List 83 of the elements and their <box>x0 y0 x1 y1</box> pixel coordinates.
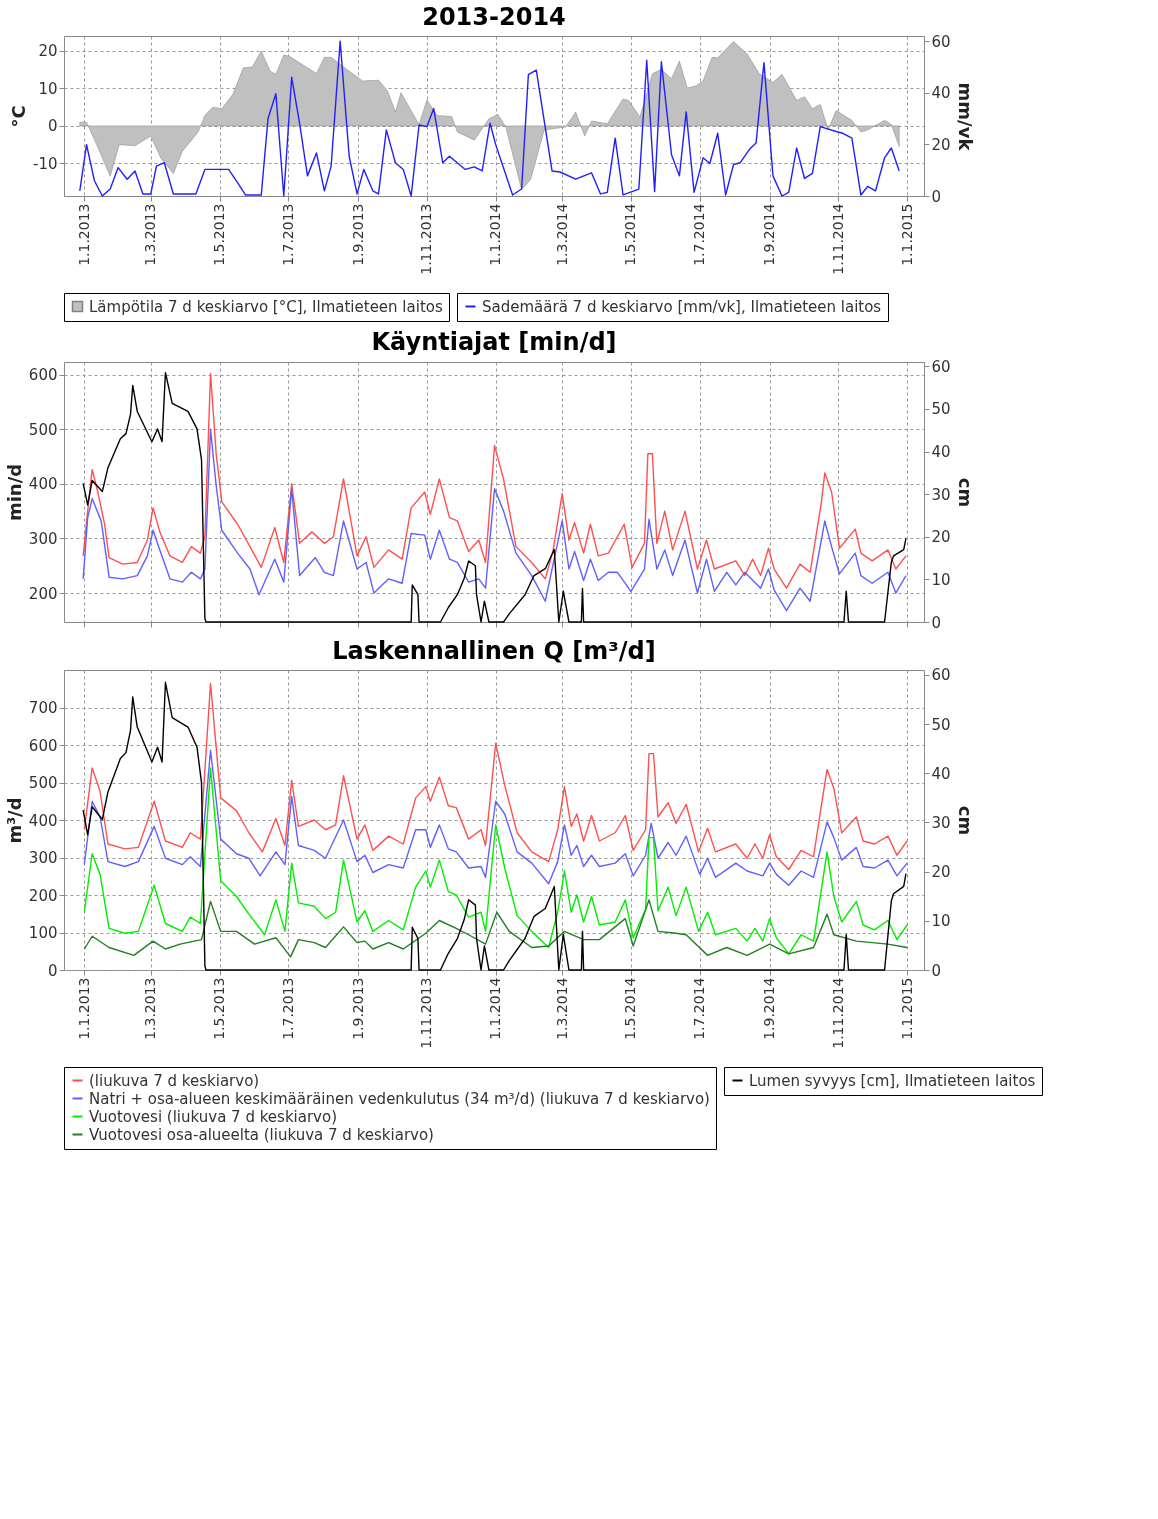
x-tick-label: 1.1.2014 <box>487 977 504 1040</box>
x-tick-label: 1.1.2013 <box>75 203 92 266</box>
y2-axis-title: cm <box>954 805 976 836</box>
x-tick-label: 1.7.2013 <box>279 203 296 266</box>
y-tick-label: 20 <box>38 42 58 61</box>
y2-tick-label: 60 <box>931 32 951 51</box>
y2-tick-label: 50 <box>931 400 951 419</box>
y2-tick-label: 0 <box>931 961 942 980</box>
chart-title: 2013-2014 <box>422 3 566 32</box>
x-tick-label: 1.9.2013 <box>349 203 366 266</box>
y2-tick-label: 60 <box>931 666 951 685</box>
y2-tick-label: 10 <box>931 570 951 589</box>
y-tick-label: 100 <box>28 924 58 942</box>
legend-label: Vuotovesi osa-alueelta (liukuva 7 d keskiarvo) <box>89 1125 434 1144</box>
x-tick-label: 1.5.2014 <box>622 203 639 266</box>
x-tick-label: 1.5.2013 <box>211 203 228 266</box>
x-tick-label: 1.1.2015 <box>898 977 915 1040</box>
x-tick-label: 1.3.2014 <box>553 203 570 266</box>
y2-tick-label: 20 <box>931 135 951 154</box>
y-tick-label: 600 <box>28 736 58 755</box>
y2-tick-label: 50 <box>931 715 951 734</box>
x-tick-label: 1.9.2013 <box>349 977 366 1040</box>
x-tick-label: 1.3.2013 <box>142 203 159 266</box>
y-tick-label: 400 <box>28 475 58 494</box>
x-tick-label: 1.1.2014 <box>487 203 504 266</box>
y2-tick-label: 20 <box>931 863 951 882</box>
y-tick-label: 0 <box>47 117 58 136</box>
legend-label: Vuotovesi (liukuva 7 d keskiarvo) <box>89 1107 338 1126</box>
y2-tick-label: 40 <box>931 84 951 103</box>
y-axis-title: m³/d <box>3 797 25 844</box>
y-axis-title: °C <box>8 105 29 128</box>
x-tick-label: 1.7.2014 <box>691 977 708 1040</box>
x-tick-label: 1.3.2013 <box>142 977 159 1040</box>
y-tick-label: 300 <box>28 849 58 867</box>
y-tick-label: 700 <box>28 699 58 717</box>
legend-label: (liukuva 7 d keskiarvo) <box>89 1071 260 1090</box>
line-series <box>83 749 908 886</box>
y-tick-label: 200 <box>28 886 58 905</box>
y-tick-label: 0 <box>47 961 58 980</box>
y2-tick-label: 0 <box>931 613 942 632</box>
line-series <box>83 682 908 871</box>
y-tick-label: 200 <box>28 584 58 603</box>
x-tick-label: 1.11.2014 <box>829 977 846 1049</box>
y2-tick-label: 10 <box>931 912 951 931</box>
x-tick-label: 1.1.2015 <box>898 203 915 266</box>
line-series <box>83 899 908 958</box>
y2-tick-label: 60 <box>931 357 951 376</box>
legend-label: Lämpötila 7 d keskiarvo [°C], Ilmatieteen laitos <box>89 297 443 316</box>
legend-label: Natri + osa-alueen keskimääräinen vedenkulutus (34 m³/d) (liukuva 7 d keskiarvo) <box>89 1089 710 1108</box>
line-series <box>82 428 907 612</box>
line-series <box>82 681 907 971</box>
y-tick-label: 300 <box>28 529 58 548</box>
y2-axis-title: mm/vk <box>954 82 976 152</box>
x-tick-label: 1.5.2014 <box>622 977 639 1040</box>
x-tick-label: 1.7.2014 <box>691 203 708 266</box>
y-tick-label: -10 <box>33 154 58 173</box>
x-tick-label: 1.11.2014 <box>829 203 846 275</box>
y2-tick-label: 20 <box>931 528 951 547</box>
x-tick-label: 1.7.2013 <box>279 977 296 1040</box>
x-tick-label: 1.9.2014 <box>761 203 778 266</box>
chart-title: Laskennallinen Q [m³/d] <box>332 636 656 665</box>
chart-title: Käyntiajat [min/d] <box>371 328 617 357</box>
line-series <box>83 767 908 955</box>
y-tick-label: 500 <box>28 420 58 439</box>
legend-label: Lumen syvyys [cm], Ilmatieteen laitos <box>749 1071 1036 1090</box>
y2-axis-title: cm <box>954 477 976 508</box>
y2-tick-label: 30 <box>931 813 951 832</box>
x-tick-label: 1.1.2013 <box>75 977 92 1040</box>
y2-tick-label: 40 <box>931 443 951 462</box>
x-tick-label: 1.5.2013 <box>211 977 228 1040</box>
y2-tick-label: 40 <box>931 764 951 783</box>
y-tick-label: 600 <box>28 366 58 385</box>
y-axis-title: min/d <box>3 463 25 522</box>
y2-tick-label: 0 <box>931 187 942 206</box>
x-tick-label: 1.11.2013 <box>418 977 435 1049</box>
y2-tick-label: 30 <box>931 485 951 504</box>
y-tick-label: 10 <box>38 79 58 98</box>
x-tick-label: 1.3.2014 <box>553 977 570 1040</box>
legend-label: Sademäärä 7 d keskiarvo [mm/vk], Ilmatieteen laitos <box>482 297 882 316</box>
y-tick-label: 500 <box>28 774 58 792</box>
x-tick-label: 1.9.2014 <box>761 977 778 1040</box>
y-tick-label: 400 <box>28 811 58 830</box>
x-tick-label: 1.11.2013 <box>418 203 435 275</box>
